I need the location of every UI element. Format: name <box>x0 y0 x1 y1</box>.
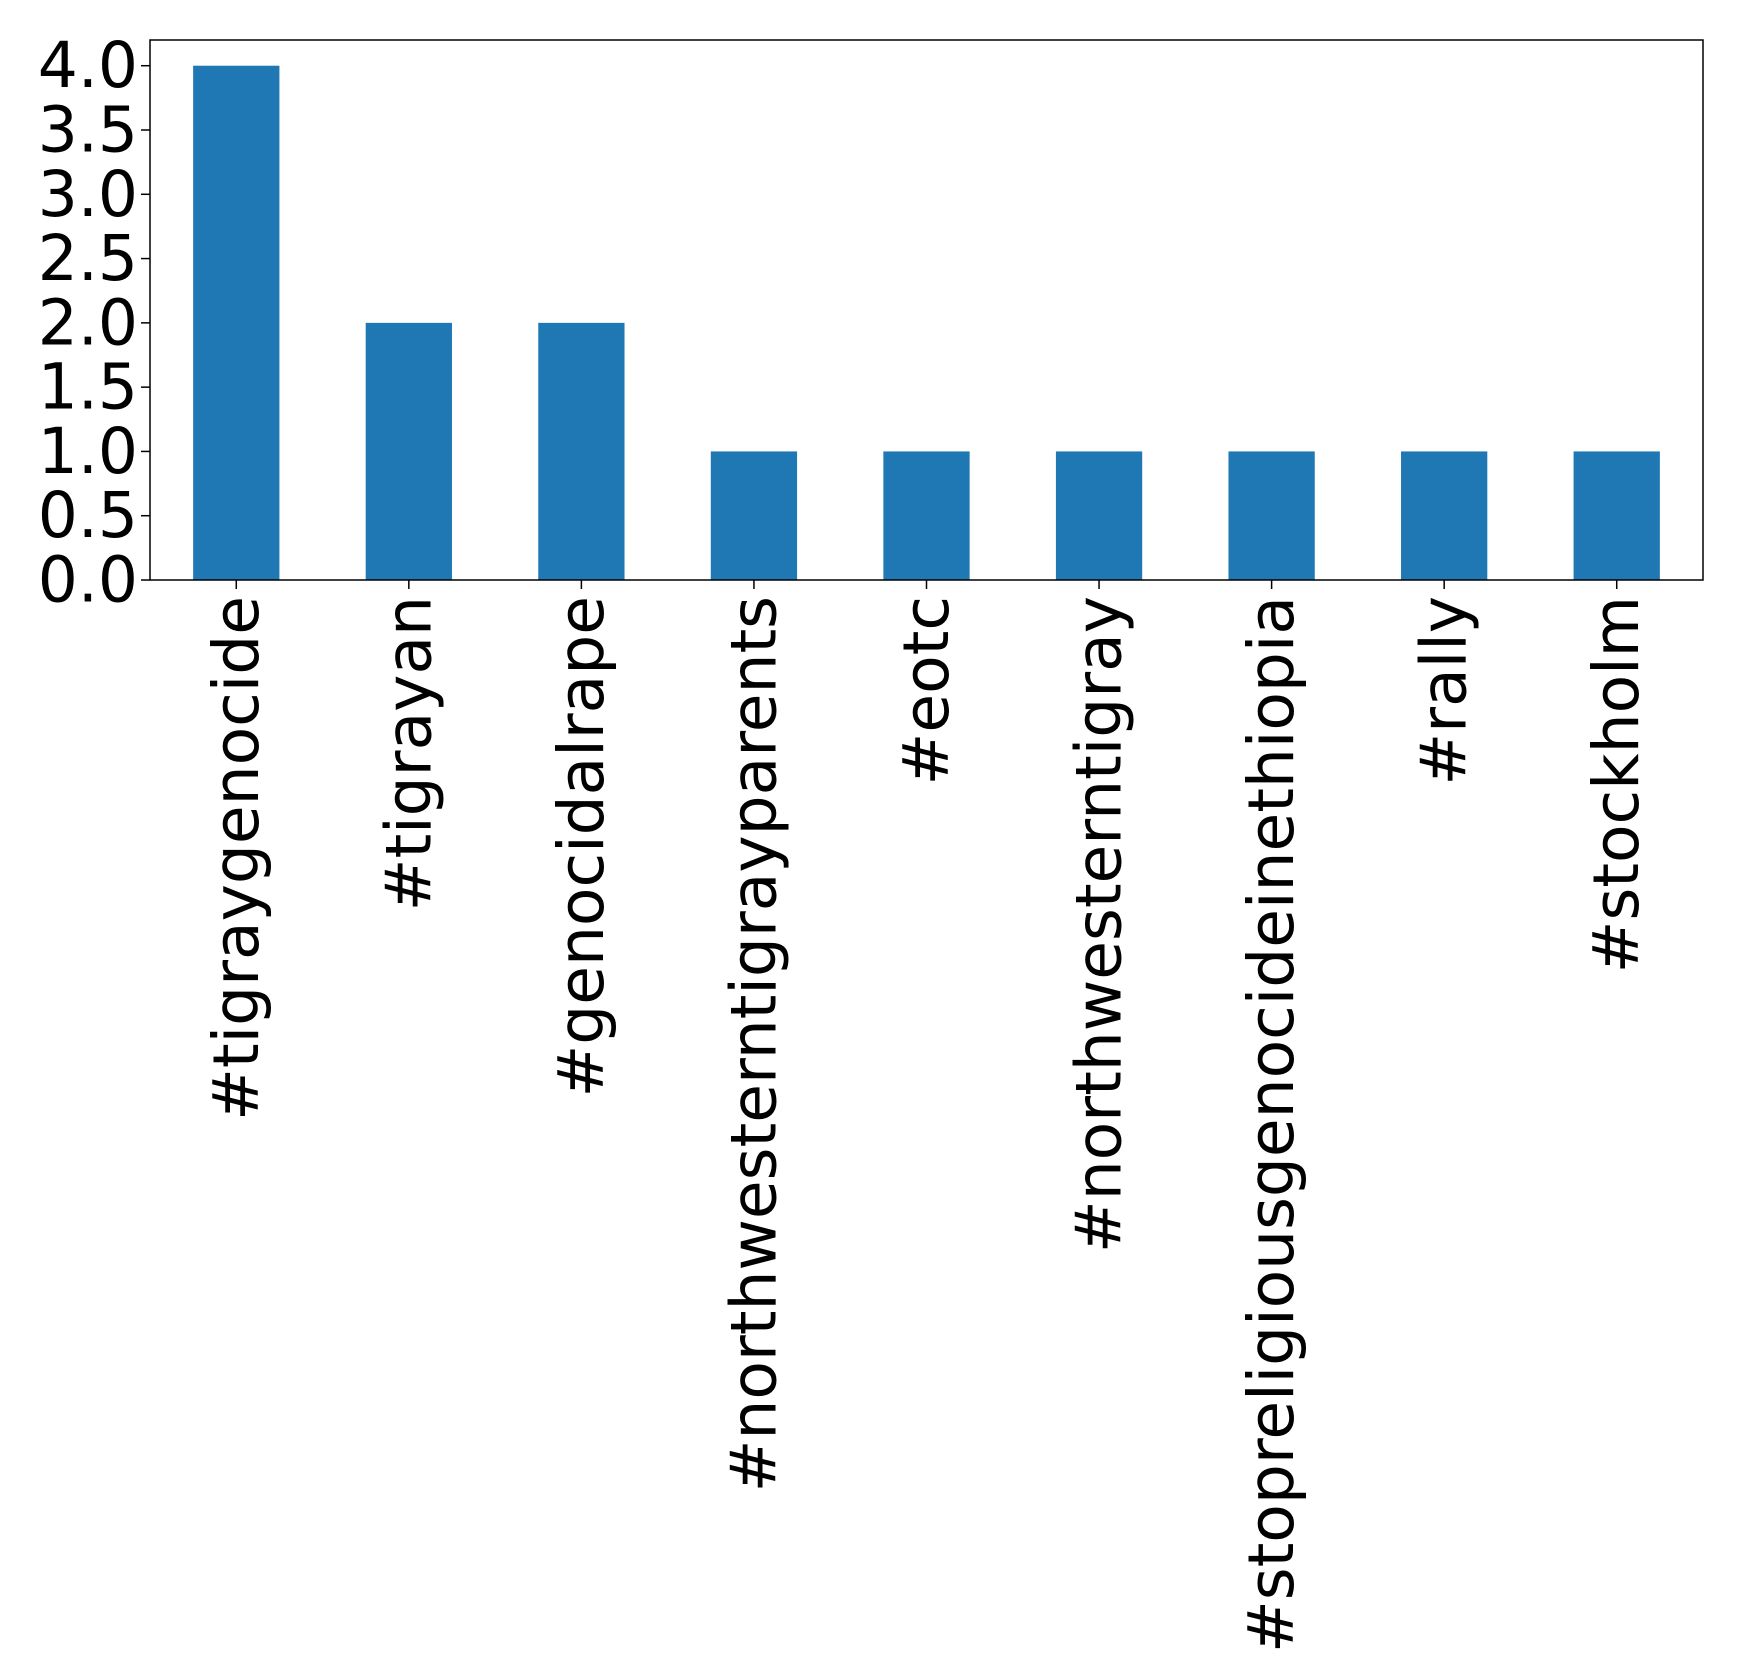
x-tick-label: #stockholm <box>1580 596 1653 973</box>
bar-eotc <box>883 451 970 580</box>
x-tick-label: #northwesterntigray <box>1063 596 1136 1253</box>
y-tick-label: 0.0 <box>38 544 138 617</box>
bar-tigraygenocide <box>193 65 280 580</box>
x-tick-label: #tigrayan <box>372 596 445 911</box>
x-tick-label: #eotc <box>890 596 963 785</box>
bar-northwesterntigrayparents <box>710 451 798 580</box>
y-tick-label: 3.5 <box>38 94 138 167</box>
y-tick-label: 2.0 <box>38 286 138 359</box>
bar-stockholm <box>1573 451 1660 580</box>
y-tick-label: 4.0 <box>38 29 138 102</box>
x-axis: #tigraygenocide #tigrayan #genocidalrape #n… <box>200 580 1653 1653</box>
x-tick-label: #stopreligiousgenocideinethiopia <box>1235 596 1308 1653</box>
bar-northwesterntigray <box>1055 451 1143 580</box>
y-tick-label: 3.0 <box>38 158 138 231</box>
y-tick-label: 1.5 <box>38 351 138 424</box>
bars-layer <box>193 65 1660 580</box>
bar-stopreligiousgenocideinethiopia <box>1228 451 1315 580</box>
y-axis: 0.00.51.01.52.02.53.03.54.0 <box>38 29 150 617</box>
bar-genocidalrape <box>538 322 625 580</box>
x-tick-label: #northwesterntigrayparents <box>717 596 790 1492</box>
bar-tigrayan <box>365 322 452 580</box>
y-tick-label: 0.5 <box>38 479 138 552</box>
x-tick-label: #tigraygenocide <box>200 596 273 1121</box>
y-tick-label: 2.5 <box>38 222 138 295</box>
x-tick-label: #genocidalrape <box>545 596 618 1098</box>
x-tick-label: #rally <box>1408 596 1481 786</box>
y-tick-label: 1.0 <box>38 415 138 488</box>
bar-rally <box>1401 451 1488 580</box>
